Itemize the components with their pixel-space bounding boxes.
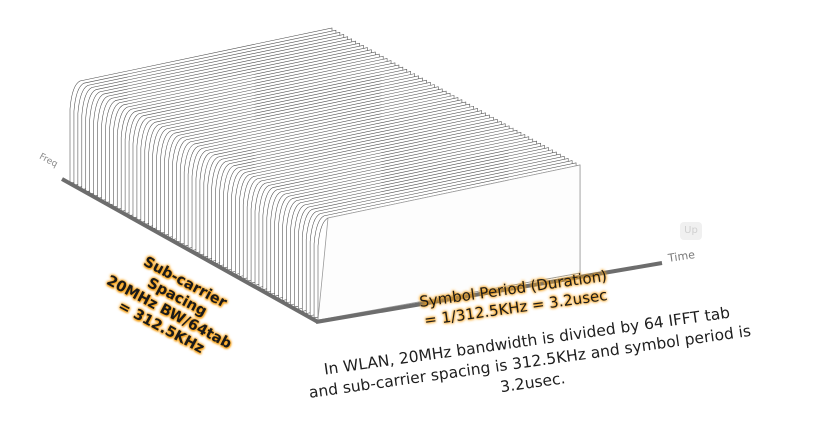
watermark-logo-icon: Up [680,222,702,240]
front-symbol-face [317,164,581,321]
time-axis [315,261,663,324]
frequency-axis [61,177,319,324]
subcarrier-slabs [69,27,581,321]
